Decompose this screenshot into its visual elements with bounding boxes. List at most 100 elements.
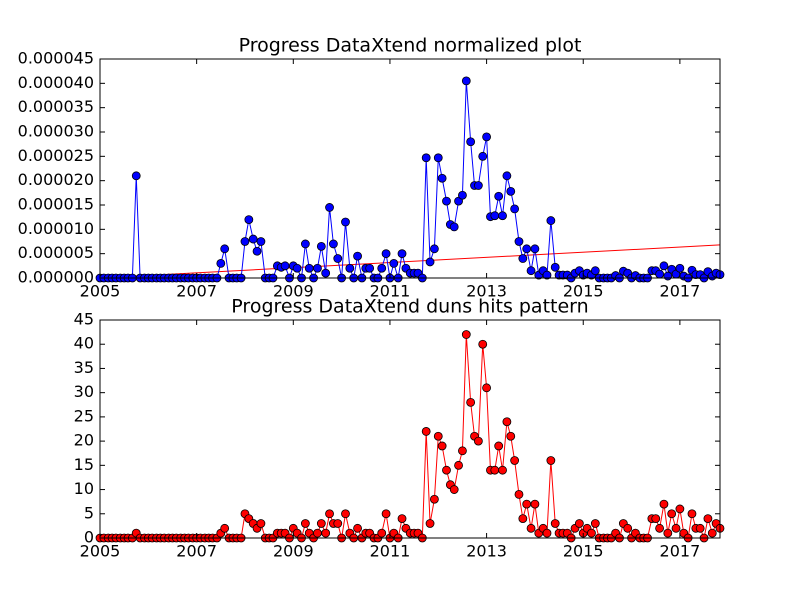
data-point [514, 237, 524, 246]
data-point [430, 494, 439, 504]
data-point [313, 263, 322, 273]
data-point [461, 330, 471, 339]
data-point [220, 244, 230, 254]
y-tick-label: 40 [74, 334, 94, 353]
data-point [494, 441, 504, 451]
data-point [502, 171, 512, 181]
data-point [397, 514, 407, 524]
data-point [430, 244, 439, 254]
x-tick-label: 2015 [563, 542, 604, 561]
data-point [252, 246, 262, 256]
data-point [478, 339, 488, 349]
data-point [675, 263, 685, 273]
data-point [466, 397, 476, 407]
data-point [377, 528, 387, 538]
data-point [655, 523, 664, 533]
axes-frame [99, 58, 721, 279]
y-tick-label: 0.000015 [18, 195, 94, 214]
data-point [341, 217, 350, 227]
trend-line [99, 244, 721, 279]
data-point [353, 251, 362, 261]
data-point [381, 509, 391, 519]
data-point [458, 446, 467, 456]
data-point [353, 523, 362, 533]
y-tick-label: 0.000005 [18, 243, 94, 262]
data-point [651, 514, 661, 524]
x-tick-label: 2013 [466, 282, 507, 301]
data-point [518, 254, 528, 263]
data-point [574, 519, 584, 528]
data-point [333, 519, 343, 528]
data-point [522, 499, 532, 509]
data-point [490, 211, 500, 221]
data-point [321, 528, 331, 538]
data-point [240, 237, 250, 246]
data-point [304, 263, 314, 273]
data-point [449, 222, 459, 232]
chart-title: Progress DataXtend duns hits pattern [231, 296, 588, 318]
y-tick-label: 0 [84, 528, 94, 547]
data-point [482, 132, 491, 142]
data-point [675, 504, 685, 514]
data-point [498, 211, 507, 221]
x-tick-label: 2013 [466, 542, 507, 561]
data-point [220, 523, 230, 533]
data-point [381, 249, 391, 259]
data-point [316, 519, 326, 528]
y-tick-label: 15 [74, 455, 94, 474]
data-point [510, 204, 520, 214]
y-tick-label: 30 [74, 382, 94, 401]
data-point [550, 262, 560, 272]
data-point [433, 431, 443, 441]
data-point [300, 519, 310, 528]
x-tick-label: 2007 [176, 282, 217, 301]
x-tick-label: 2015 [563, 282, 604, 301]
data-point [333, 254, 343, 263]
x-tick-label: 2009 [273, 282, 314, 301]
data-point [313, 528, 322, 538]
data-point [466, 137, 476, 147]
y-tick-label: 0.000025 [18, 146, 94, 165]
data-point [687, 509, 697, 519]
y-tick-label: 0.000035 [18, 97, 94, 116]
x-tick-label: 2007 [176, 542, 217, 561]
data-point [433, 153, 443, 163]
x-tick-label: 2011 [370, 542, 411, 561]
plot-area [100, 320, 720, 538]
data-point [671, 523, 681, 533]
data-point [518, 514, 528, 524]
x-tick-label: 2017 [660, 282, 701, 301]
data-point [442, 196, 451, 206]
data-point [325, 509, 334, 519]
data-point [663, 528, 673, 538]
y-tick-label: 0.000000 [18, 268, 94, 287]
data-point [546, 456, 556, 465]
x-tick-label: 2017 [660, 542, 701, 561]
data-point [131, 171, 141, 181]
data-point [458, 190, 467, 200]
data-point [526, 266, 536, 276]
data-point [510, 456, 520, 465]
data-point [248, 234, 258, 244]
data-point [316, 241, 326, 251]
x-tick-label: 2011 [370, 282, 411, 301]
data-point [542, 270, 552, 280]
data-point [461, 76, 471, 86]
data-point [421, 153, 431, 163]
data-point [473, 436, 483, 446]
data-point [449, 485, 459, 494]
data-point [590, 519, 600, 528]
data-point [506, 431, 516, 441]
data-point [292, 263, 302, 273]
data-point [506, 186, 516, 196]
data-point [703, 514, 713, 524]
x-tick-label: 2009 [273, 542, 314, 561]
data-point [522, 244, 532, 254]
data-point [454, 460, 463, 470]
data-point [341, 509, 350, 519]
data-point [329, 239, 338, 249]
data-point [659, 261, 669, 271]
data-point [659, 499, 669, 509]
data-point [300, 239, 310, 249]
